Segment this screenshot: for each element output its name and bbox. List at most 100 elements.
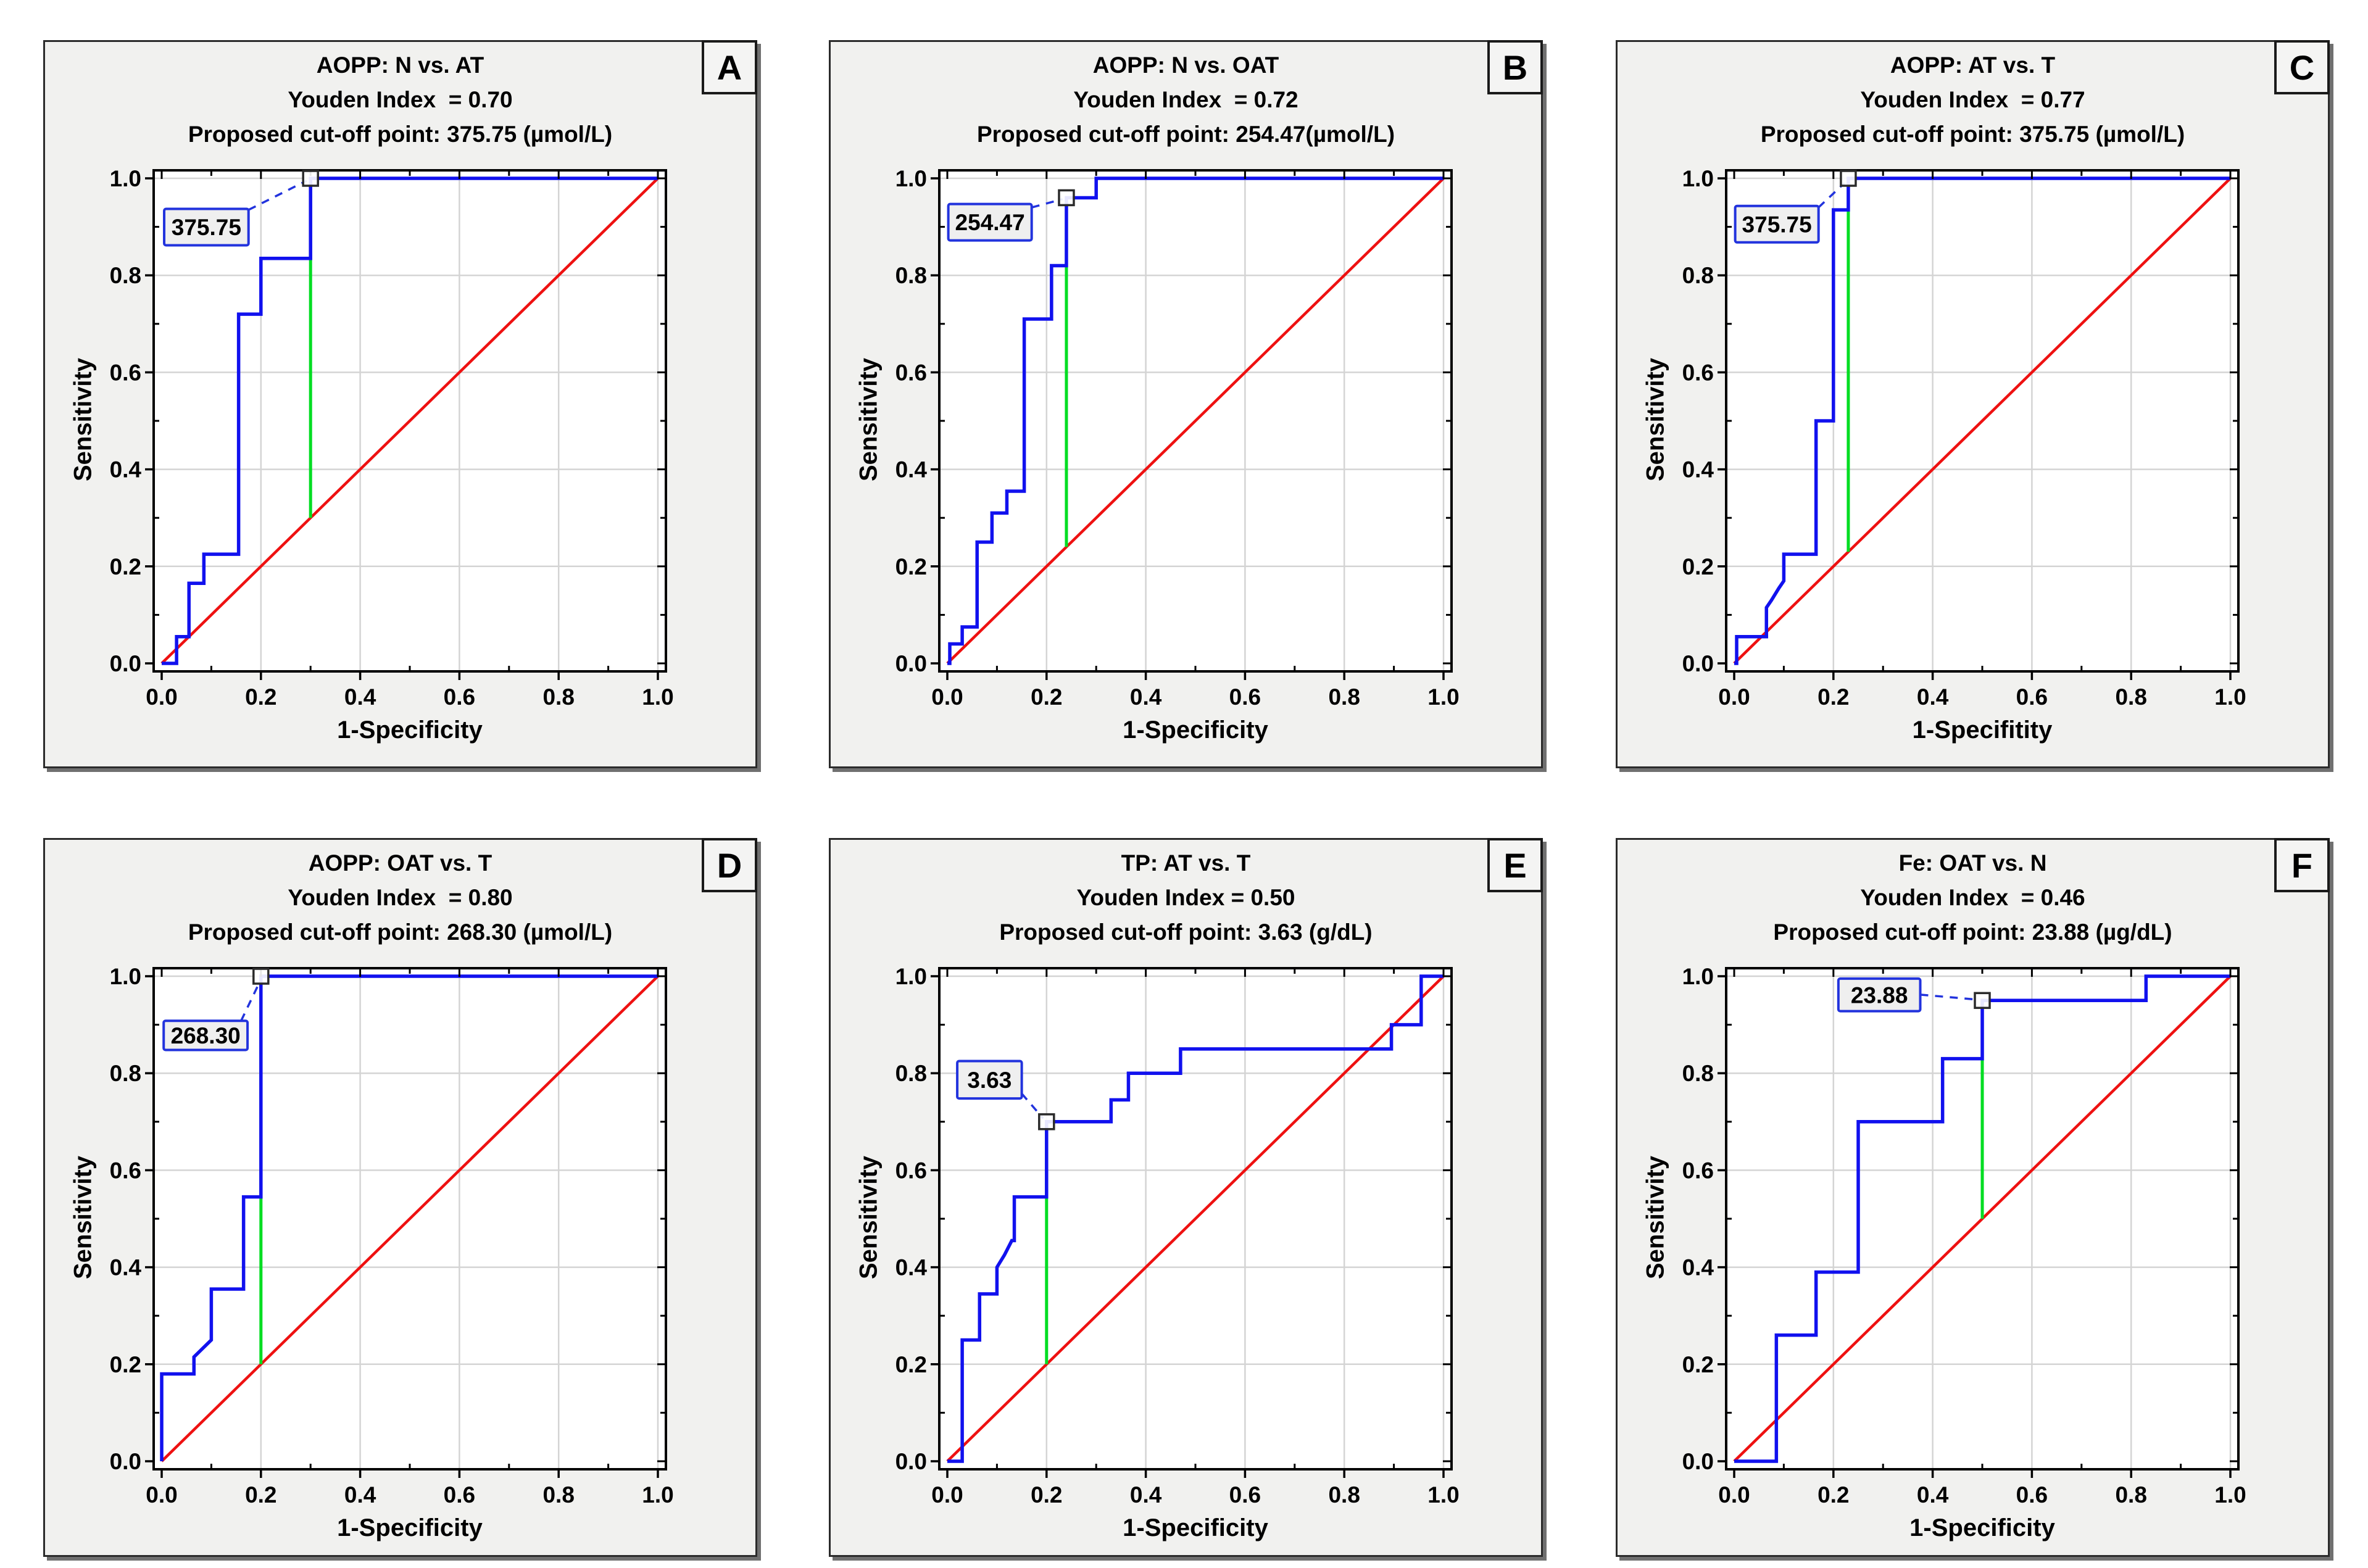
panel-letter: A — [717, 48, 742, 87]
panel-letter-badge: A — [702, 40, 757, 94]
diagonal-reference-line — [946, 177, 1445, 665]
panel-title-block: AOPP: AT vs. T Youden Index = 0.77 Propo… — [1618, 48, 2328, 152]
panel-letter-badge: E — [1487, 838, 1543, 892]
annotation-value: 3.63 — [967, 1068, 1012, 1093]
roc-curve — [947, 974, 1444, 1463]
panel-title-block: AOPP: N vs. AT Youden Index = 0.70 Propo… — [45, 48, 755, 152]
y-tick-label: 0.0 — [1682, 651, 1714, 676]
panel-letter: C — [2289, 48, 2315, 87]
panel-title: AOPP: AT vs. T — [1890, 52, 2056, 78]
x-tick-label: 0.4 — [344, 1482, 376, 1508]
y-axis-label: Sensitivity — [1642, 357, 1669, 482]
panel-title: AOPP: N vs. AT — [316, 52, 484, 78]
y-tick-label: 0.2 — [1682, 1352, 1714, 1377]
x-tick-label: 1.0 — [1427, 1482, 1459, 1508]
x-tick-label: 0.4 — [344, 684, 376, 710]
annotation-box — [1837, 977, 1922, 1013]
x-tick-label: 1.0 — [642, 684, 673, 710]
annotation-dash-line — [1031, 198, 1063, 209]
x-tick-label: 0.4 — [1130, 684, 1162, 710]
roc-panel-d: D AOPP: OAT vs. T Youden Index = 0.80 Pr… — [43, 838, 757, 1557]
y-axis-label: Sensitivity — [855, 1155, 883, 1280]
x-tick-label: 0.8 — [2115, 684, 2146, 710]
annotation-box — [947, 202, 1033, 242]
roc-curve — [1734, 176, 2230, 665]
panel-title-block: Fe: OAT vs. N Youden Index = 0.46 Propos… — [1618, 846, 2328, 950]
x-tick-label: 0.6 — [2016, 684, 2048, 710]
y-tick-label: 0.6 — [110, 1158, 141, 1183]
diagonal-reference-line — [946, 975, 1445, 1462]
x-axis-label: 1-Specificity — [337, 1514, 483, 1541]
y-tick-label: 0.8 — [110, 263, 141, 288]
y-axis-label: Sensitivity — [855, 357, 883, 482]
x-tick-label: 0.2 — [1031, 1482, 1062, 1508]
y-tick-label: 0.6 — [1682, 1158, 1714, 1183]
x-tick-label: 0.0 — [931, 684, 963, 710]
roc-plot: 0.00.0 0.2 0.2 0.4 0.4 0.6 0.6 0.8 0.8 1.0 1.0 375.… — [1682, 166, 2246, 710]
x-axis-label: 1-Specificity — [1909, 1514, 2055, 1541]
annotation-box — [956, 1060, 1023, 1100]
annotation-box — [1734, 204, 1820, 244]
y-tick-label: 0.4 — [1682, 1255, 1714, 1280]
x-tick-label: 0.4 — [1917, 1482, 1949, 1508]
cutoff-point-line: Proposed cut-off point: 268.30 (µmol/L) — [188, 919, 613, 945]
roc-curve — [947, 176, 1444, 665]
x-tick-label: 0.0 — [931, 1482, 963, 1508]
panel-letter: E — [1503, 845, 1527, 885]
roc-plot: 0.00.0 0.2 0.2 0.4 0.4 0.6 0.6 0.8 0.8 1.0 1.0 375.… — [110, 166, 674, 710]
x-tick-label: 0.6 — [1229, 684, 1261, 710]
x-tick-label: 1.0 — [642, 1482, 673, 1508]
roc-curve — [162, 176, 658, 665]
panel-letter-badge: F — [2274, 838, 2330, 892]
y-tick-label: 0.2 — [895, 1352, 927, 1377]
annotation-box — [162, 1019, 249, 1052]
panel-letter: B — [1502, 48, 1528, 87]
diagonal-reference-line — [1733, 177, 2232, 665]
cutoff-marker — [1840, 170, 1857, 187]
diagonal-reference-line — [160, 975, 659, 1462]
y-tick-label: 0.0 — [110, 651, 141, 676]
y-tick-label: 0.6 — [895, 1158, 927, 1183]
roc-curve — [160, 974, 658, 1461]
x-tick-label: 0.2 — [245, 1482, 276, 1508]
y-tick-label: 0.0 — [895, 651, 927, 676]
annotation-value: 375.75 — [1742, 212, 1812, 237]
roc-curve — [1734, 974, 2230, 1463]
x-tick-label: 0.2 — [245, 684, 276, 710]
y-tick-label: 0.8 — [895, 263, 927, 288]
panel-letter-badge: C — [2274, 40, 2330, 94]
y-tick-label: 0.6 — [1682, 360, 1714, 385]
annotation-dash-line — [1021, 1093, 1044, 1119]
x-tick-label: 0.6 — [1229, 1482, 1261, 1508]
x-tick-label: 1.0 — [2214, 684, 2246, 710]
panel-title: TP: AT vs. T — [1121, 850, 1251, 876]
annotation-value: 268.30 — [171, 1023, 241, 1048]
diagonal-reference-line — [160, 177, 659, 665]
x-tick-label: 0.4 — [1917, 684, 1949, 710]
cutoff-point-line: Proposed cut-off point: 23.88 (µg/dL) — [1773, 919, 2172, 945]
panel-title-block: TP: AT vs. T Youden Index = 0.50 Propose… — [831, 846, 1541, 950]
annotation-dash-line — [1920, 993, 1977, 1001]
roc-plot: 0.00.0 0.2 0.2 0.4 0.4 0.6 0.6 0.8 0.8 1.0 1.0 254.… — [895, 166, 1460, 710]
x-axis-label: 1-Specifitity — [1912, 716, 2053, 744]
y-tick-label: 1.0 — [1682, 166, 1714, 191]
x-axis-label: 1-Specificity — [1123, 716, 1268, 744]
panel-title: Fe: OAT vs. N — [1898, 850, 2047, 876]
cutoff-marker — [1058, 189, 1075, 207]
y-tick-label: 0.2 — [895, 554, 927, 579]
roc-plot: 0.00.0 0.2 0.2 0.4 0.4 0.6 0.6 0.8 0.8 1.0 1.0 23.8… — [1682, 964, 2246, 1508]
panel-letter-badge: B — [1487, 40, 1543, 94]
annotation-value: 254.47 — [955, 210, 1025, 235]
y-tick-label: 0.8 — [895, 1061, 927, 1086]
cutoff-point-line: Proposed cut-off point: 375.75 (µmol/L) — [1760, 122, 2185, 147]
x-tick-label: 0.2 — [1818, 684, 1849, 710]
y-tick-label: 0.2 — [110, 1352, 141, 1377]
y-tick-label: 0.8 — [1682, 1061, 1714, 1086]
cutoff-point-line: Proposed cut-off point: 254.47(µmol/L) — [976, 122, 1395, 147]
panel-letter: D — [717, 845, 742, 885]
x-tick-label: 0.2 — [1818, 1482, 1849, 1508]
y-tick-label: 1.0 — [1682, 964, 1714, 989]
annotation-dash-line — [247, 180, 307, 211]
x-tick-label: 0.8 — [1328, 1482, 1360, 1508]
x-tick-label: 1.0 — [1427, 684, 1459, 710]
